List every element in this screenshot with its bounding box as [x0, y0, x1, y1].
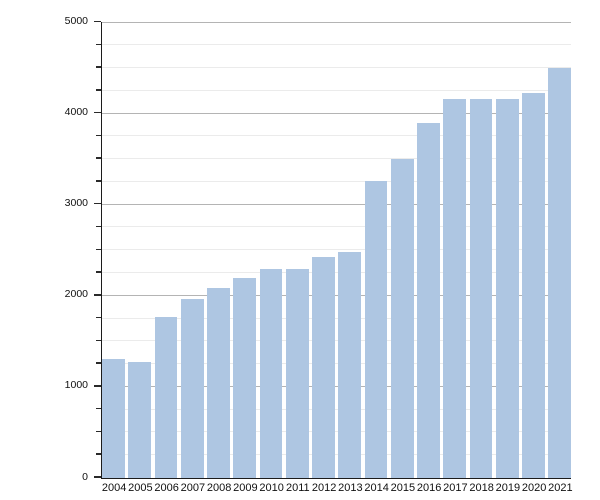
minor-gridline: [102, 454, 571, 456]
bar-2004: [102, 359, 125, 478]
y-axis-tick: [95, 134, 101, 137]
major-gridline: [102, 112, 571, 114]
x-axis-tick-label: 2012: [311, 482, 337, 494]
minor-gridline: [102, 89, 571, 91]
plot-area: [101, 21, 572, 479]
major-gridline: [102, 294, 571, 296]
y-axis-tick-label: 5000: [64, 15, 88, 27]
y-axis-tick: [95, 430, 101, 433]
y-axis-tick: [94, 294, 101, 296]
minor-gridline: [102, 431, 571, 433]
x-axis-tick-label: 2020: [521, 482, 547, 494]
bar-2015: [390, 158, 414, 478]
bar-2018: [469, 98, 493, 478]
y-axis-tick: [95, 362, 101, 364]
x-axis-tick-label: 2011: [286, 482, 310, 494]
minor-gridline: [102, 44, 571, 46]
bar-2017: [443, 98, 467, 478]
x-axis-tick-label: 2009: [233, 482, 258, 494]
major-gridline: [102, 385, 571, 387]
minor-gridline: [102, 340, 571, 342]
bar-2019: [495, 98, 519, 478]
bar-2014: [364, 181, 388, 478]
y-axis-tick: [95, 407, 101, 410]
x-axis-tick-label: 2014: [364, 482, 389, 494]
minor-gridline: [102, 226, 571, 228]
y-axis-tick: [94, 202, 101, 205]
x-axis-tick-label: 2008: [206, 482, 232, 494]
y-axis-tick-label: 1000: [64, 379, 88, 392]
y-axis-tick: [95, 453, 101, 455]
major-gridline: [102, 203, 571, 205]
x-axis-tick-label: 2021: [548, 482, 573, 494]
minor-gridline: [102, 408, 571, 410]
y-axis-tick-label: 3000: [64, 197, 88, 210]
y-axis-tick: [94, 20, 101, 23]
x-axis-tick-label: 2006: [154, 482, 179, 494]
bar-2020: [522, 92, 545, 478]
minor-gridline: [102, 180, 571, 182]
x-axis-tick-label: 2015: [390, 482, 416, 494]
y-axis-tick-label: 0: [82, 470, 88, 483]
bar-2006: [154, 317, 178, 478]
major-gridline: [102, 21, 571, 23]
bar-2011: [285, 268, 309, 478]
minor-gridline: [102, 67, 571, 69]
x-axis-tick-label: 2017: [443, 482, 468, 494]
x-axis-tick-label: 2010: [259, 482, 284, 494]
y-axis-tick: [95, 180, 101, 182]
x-axis-tick-label: 2018: [469, 482, 494, 494]
y-axis-tick: [95, 316, 101, 319]
y-axis-tick: [95, 43, 101, 46]
y-axis-tick: [95, 225, 101, 228]
x-axis-tick-label: 2016: [416, 482, 442, 494]
minor-gridline: [102, 363, 571, 365]
bar-2016: [417, 123, 440, 478]
bar-2009: [233, 278, 257, 478]
bar-2013: [338, 252, 362, 478]
y-axis-tick-label: 2000: [64, 288, 88, 301]
y-axis-tick: [95, 66, 101, 68]
minor-gridline: [102, 272, 571, 274]
minor-gridline: [102, 135, 571, 137]
bar-2008: [207, 288, 230, 478]
y-axis-tick: [94, 476, 101, 478]
y-axis-tick: [95, 248, 101, 250]
x-axis-tick-label: 2005: [128, 482, 153, 494]
y-axis-tick: [94, 111, 101, 114]
y-axis-tick: [95, 157, 101, 159]
y-axis-tick: [95, 339, 101, 342]
bar-2007: [180, 299, 204, 478]
y-axis-tick-label: 4000: [64, 106, 88, 119]
y-axis-labels: 0 1000 2000 3000 4000 5000: [0, 0, 88, 500]
bar-2012: [312, 257, 335, 478]
y-axis-tick: [94, 385, 101, 387]
x-axis-tick-label: 2004: [101, 482, 127, 494]
minor-gridline: [102, 249, 571, 251]
minor-gridline: [102, 158, 571, 160]
bar-2021: [548, 68, 572, 478]
bar-2005: [128, 361, 152, 478]
x-axis-tick-label: 2007: [180, 482, 206, 494]
y-axis-tick: [95, 89, 101, 91]
x-axis-tick-label: 2013: [338, 482, 363, 494]
minor-gridline: [102, 317, 571, 319]
y-axis-tick: [95, 271, 101, 273]
x-axis-tick-label: 2019: [495, 482, 521, 494]
bar-2010: [259, 269, 283, 478]
